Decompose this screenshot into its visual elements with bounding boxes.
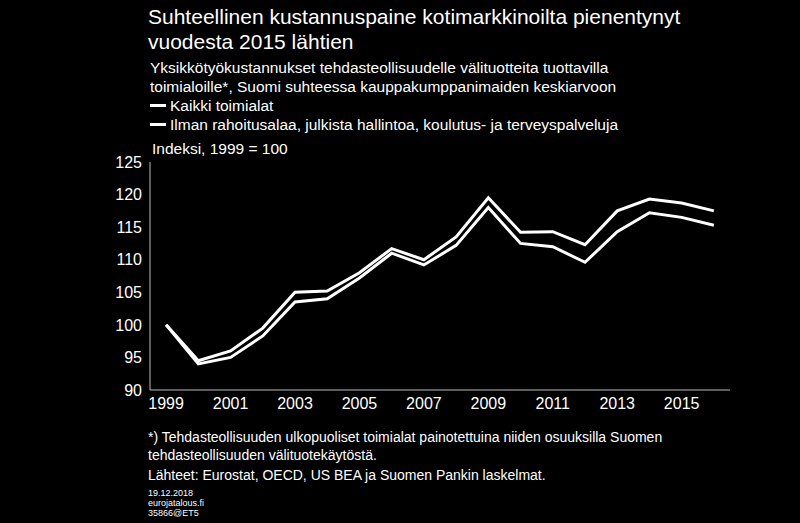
svg-text:110: 110 xyxy=(116,251,142,268)
svg-text:2011: 2011 xyxy=(536,395,571,412)
svg-text:95: 95 xyxy=(124,349,142,366)
svg-text:2005: 2005 xyxy=(342,395,378,412)
html-text:*) Tehdasteollisuuden ulkopuol: *) Tehdasteollisuuden ulkopuoliset toimi… xyxy=(148,429,663,463)
svg-text:100: 100 xyxy=(115,317,142,334)
svg-text:1999: 1999 xyxy=(148,395,184,412)
html-text:35866@ET5: 35866@ET5 xyxy=(148,508,199,518)
html-text:Suhteellinen kustannuspaine ko: Suhteellinen kustannuspaine kotimarkkino… xyxy=(148,5,681,53)
html-text:Lähteet: Eurostat, OECD, US BE: Lähteet: Eurostat, OECD, US BEA ja Suome… xyxy=(148,467,546,483)
html-text:Yksikkötyökustannukset tehdast: Yksikkötyökustannukset tehdasteollisuude… xyxy=(150,59,617,95)
svg-text:2009: 2009 xyxy=(471,395,507,412)
svg-text:105: 105 xyxy=(115,284,142,301)
svg-text:2015: 2015 xyxy=(664,395,700,412)
html-text:19.12.2018: 19.12.2018 xyxy=(148,488,193,498)
html-text:Ilman rahoitusalaa, julkista h: Ilman rahoitusalaa, julkista hallintoa, … xyxy=(170,115,618,133)
svg-text:120: 120 xyxy=(115,186,142,203)
svg-text:90: 90 xyxy=(124,382,142,399)
svg-text:125: 125 xyxy=(115,154,142,171)
html-text:eurojatalous.fi: eurojatalous.fi xyxy=(148,498,204,508)
html-text:Kaikki toimialat: Kaikki toimialat xyxy=(170,96,274,114)
svg-text:2003: 2003 xyxy=(277,395,313,412)
svg-text:2001: 2001 xyxy=(213,395,249,412)
svg-text:2007: 2007 xyxy=(406,395,442,412)
html-text:Indeksi, 1999 = 100: Indeksi, 1999 = 100 xyxy=(152,140,288,157)
svg-text:2013: 2013 xyxy=(599,395,635,412)
svg-text:115: 115 xyxy=(116,219,142,236)
